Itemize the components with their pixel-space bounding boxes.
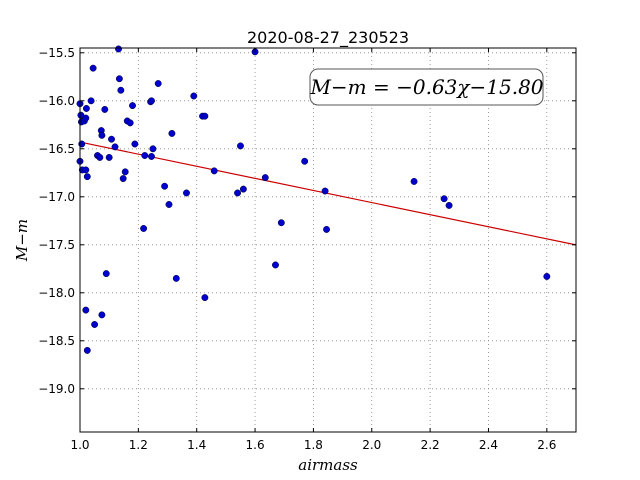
data-point	[277, 219, 285, 227]
data-point	[323, 225, 330, 233]
data-point	[190, 92, 198, 100]
data-point	[83, 173, 91, 181]
y-tick-label: −18.5	[38, 334, 75, 348]
plot-frame	[79, 47, 577, 433]
data-point	[445, 201, 453, 209]
data-point	[108, 135, 115, 143]
x-tick-label: 1.0	[70, 438, 89, 452]
data-point	[98, 131, 106, 139]
data-point	[154, 80, 162, 87]
data-point	[168, 129, 176, 137]
data-point	[102, 270, 110, 278]
y-tick-label: −16.0	[38, 94, 75, 108]
y-tick-label: −15.5	[38, 46, 75, 60]
chart-title: 2020-08-27_230523	[247, 28, 409, 48]
data-point	[83, 346, 91, 354]
data-point	[119, 175, 127, 183]
data-point	[82, 306, 90, 314]
data-point	[115, 75, 123, 83]
data-point	[201, 112, 209, 120]
data-point	[121, 168, 129, 176]
y-tick-label: −19.0	[38, 382, 75, 396]
x-tick-label: 2.4	[479, 438, 498, 452]
data-point	[321, 187, 329, 195]
data-point	[234, 189, 242, 197]
data-point	[89, 64, 97, 72]
data-point	[82, 166, 90, 174]
fit-equation-annotation: M−m = −0.63χ−15.80	[309, 68, 544, 106]
data-point	[87, 97, 95, 105]
data-point	[105, 153, 113, 161]
annotation-text: M−m = −0.63χ−15.80	[309, 75, 543, 99]
data-point	[91, 321, 99, 328]
data-point	[98, 311, 106, 319]
data-point	[301, 157, 309, 165]
data-point	[96, 153, 104, 161]
data-point	[131, 140, 139, 148]
data-point	[543, 273, 551, 280]
x-tick-label: 2.2	[421, 438, 440, 452]
data-point	[261, 174, 269, 182]
data-point	[148, 97, 155, 105]
data-point	[272, 261, 279, 269]
data-point	[239, 185, 247, 193]
data-point	[140, 225, 148, 232]
data-point	[101, 105, 109, 113]
data-point	[126, 119, 134, 127]
data-point	[161, 182, 169, 190]
data-points	[76, 45, 551, 354]
fit-line	[79, 141, 577, 246]
data-point	[183, 189, 190, 197]
data-point	[117, 86, 125, 94]
x-tick-label: 1.6	[246, 438, 265, 452]
y-tick-label: −16.5	[38, 142, 75, 156]
x-tick-label: 2.6	[537, 438, 556, 452]
data-point	[129, 102, 136, 110]
y-tick-label: −18.0	[38, 286, 75, 300]
data-point	[82, 114, 90, 122]
y-tick-label: −17.0	[38, 190, 75, 204]
data-point	[148, 153, 155, 160]
y-tick-label: −17.5	[38, 238, 75, 252]
data-point	[237, 142, 244, 150]
x-tick-label: 2.0	[362, 438, 381, 452]
data-point	[82, 105, 90, 112]
x-tick-label: 1.2	[129, 438, 148, 452]
data-point	[149, 145, 157, 153]
annotation-box	[309, 68, 544, 106]
data-point	[210, 167, 218, 175]
x-tick-label: 1.8	[304, 438, 323, 452]
data-point	[201, 294, 209, 302]
axis-ticks: 1.0 1.2 1.4 1.6 1.8 2.0 2.2 2.4 2.6 −15.5 −16.0 −16…	[38, 46, 576, 452]
x-tick-label: 1.4	[187, 438, 206, 452]
data-point	[111, 143, 119, 151]
data-point	[115, 45, 122, 53]
data-point	[172, 274, 180, 282]
y-axis-label: M−m	[13, 219, 31, 262]
x-axis-label: airmass	[298, 456, 358, 474]
grid	[79, 48, 576, 432]
data-point	[165, 201, 173, 208]
data-point	[410, 177, 418, 185]
data-point	[440, 195, 448, 203]
data-point	[141, 152, 149, 159]
